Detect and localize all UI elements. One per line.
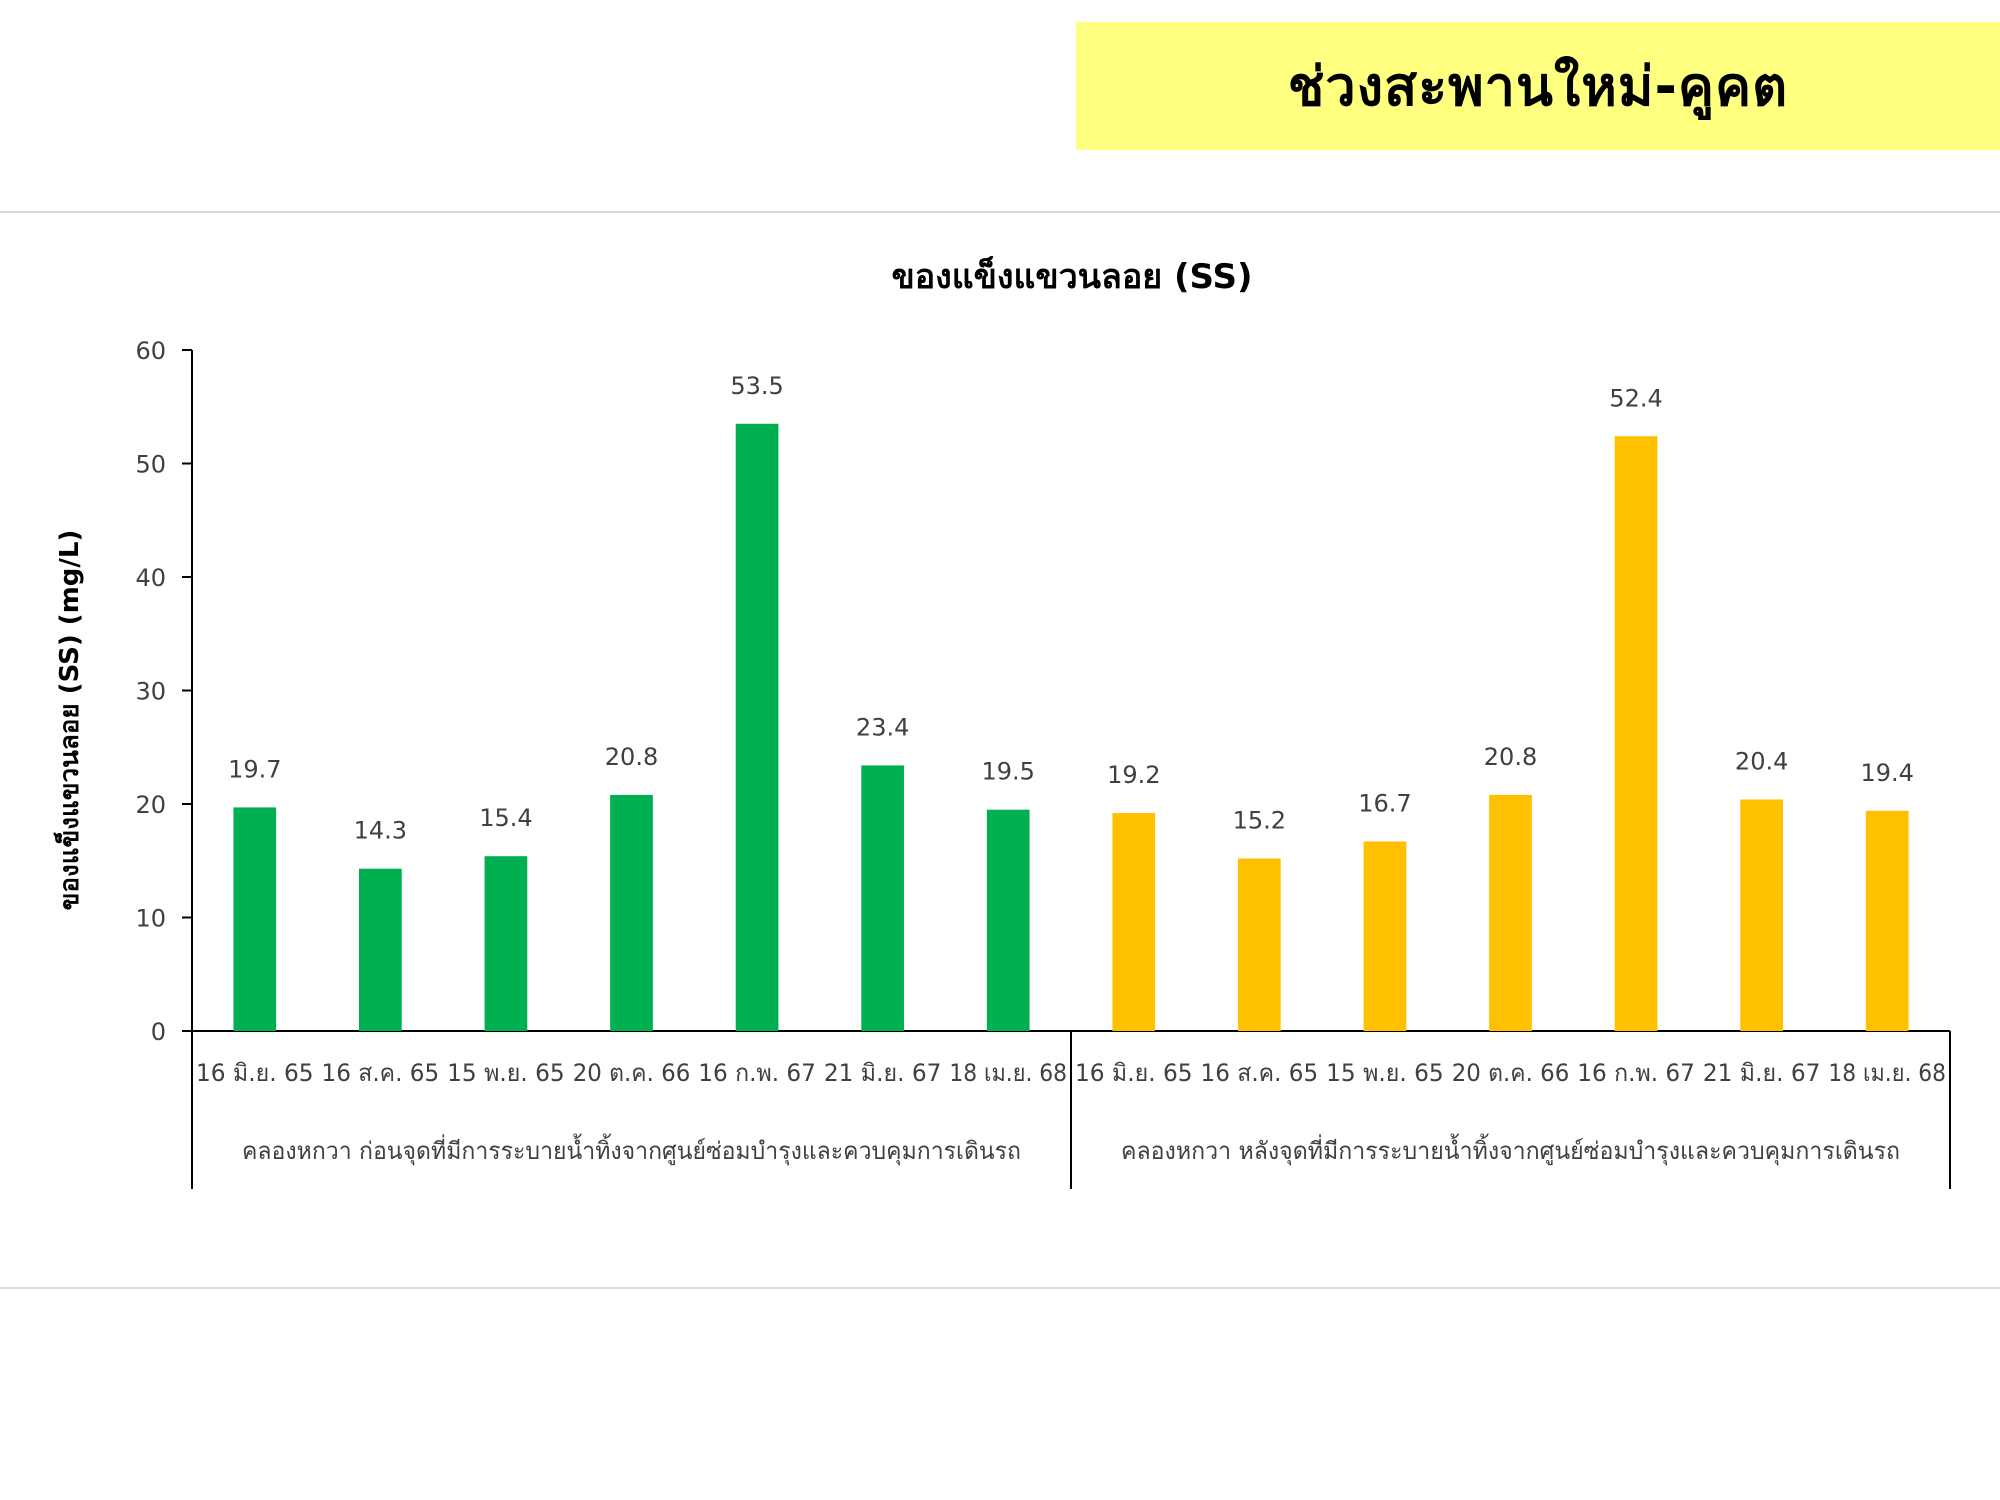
x-group-label: คลองหกวา ก่อนจุดที่มีการระบายน้ำทิ้งจากศ… xyxy=(242,1133,1021,1166)
x-group-label: คลองหกวา หลังจุดที่มีการระบายน้ำทิ้งจากศ… xyxy=(1121,1133,1900,1166)
y-tick-label: 40 xyxy=(135,564,166,592)
y-tick-label: 10 xyxy=(135,905,166,933)
bar xyxy=(861,765,904,1031)
x-category-label: 20 ต.ค. 66 xyxy=(573,1059,691,1087)
x-category-label: 16 มิ.ย. 65 xyxy=(1075,1059,1193,1087)
header-banner: ช่วงสะพานใหม่-คูคต xyxy=(1076,22,2000,150)
data-label: 16.7 xyxy=(1358,789,1411,817)
x-category-label: 20 ต.ค. 66 xyxy=(1452,1059,1570,1087)
chart-frame: ของแข็งแขวนลอย (SS) ของแข็งแขวนลอย (SS) … xyxy=(0,211,2000,1289)
data-label: 19.7 xyxy=(228,755,281,783)
x-category-label: 21 มิ.ย. 67 xyxy=(1703,1059,1821,1087)
data-label: 23.4 xyxy=(856,713,909,741)
bar xyxy=(735,423,779,1031)
x-category-label: 16 ก.พ. 67 xyxy=(698,1059,816,1087)
x-category-label: 16 มิ.ย. 65 xyxy=(196,1059,314,1087)
x-category-label: 16 ก.พ. 67 xyxy=(1577,1059,1695,1087)
plot-area: 0 10 20 30 40 50 60 19.7 16 มิ.ย. 65 14.3 16 ส.ค. … xyxy=(135,337,1951,1189)
x-category-label: 18 เม.ย. 68 xyxy=(1828,1059,1946,1087)
bar xyxy=(1112,813,1156,1031)
bar xyxy=(1865,810,1909,1031)
bar xyxy=(1238,858,1281,1031)
data-label: 15.4 xyxy=(479,804,532,832)
data-label: 20.4 xyxy=(1735,747,1788,775)
x-category-label: 21 มิ.ย. 67 xyxy=(824,1059,942,1087)
y-tick-label: 50 xyxy=(135,451,166,479)
data-label: 19.5 xyxy=(981,758,1034,786)
x-category-label: 16 ส.ค. 65 xyxy=(1201,1059,1319,1087)
bar xyxy=(359,868,402,1031)
y-tick-label: 0 xyxy=(151,1018,166,1046)
data-label: 15.2 xyxy=(1233,806,1286,834)
bar xyxy=(1363,841,1407,1031)
data-label: 19.2 xyxy=(1107,761,1160,789)
data-label: 52.4 xyxy=(1609,384,1662,412)
chart: ของแข็งแขวนลอย (SS) ของแข็งแขวนลอย (SS) … xyxy=(53,255,1951,1189)
page-title: ช่วงสะพานใหม่-คูคต xyxy=(1287,55,1789,118)
y-tick-label: 30 xyxy=(135,678,166,706)
data-label: 53.5 xyxy=(730,372,783,400)
data-label: 14.3 xyxy=(354,817,407,845)
x-category-label: 18 เม.ย. 68 xyxy=(949,1059,1067,1087)
chart-title: ของแข็งแขวนลอย (SS) xyxy=(891,255,1252,297)
bar xyxy=(986,809,1030,1031)
y-tick-label: 60 xyxy=(135,337,166,365)
data-label: 20.8 xyxy=(1484,743,1537,771)
bar xyxy=(484,856,528,1031)
data-label: 19.4 xyxy=(1860,759,1913,787)
y-axis-label: ของแข็งแขวนลอย (SS) (mg/L) xyxy=(53,530,85,911)
data-label: 20.8 xyxy=(605,743,658,771)
x-category-label: 15 พ.ย. 65 xyxy=(1326,1059,1444,1087)
bar xyxy=(233,807,277,1031)
x-category-label: 16 ส.ค. 65 xyxy=(322,1059,440,1087)
y-tick-label: 20 xyxy=(135,791,166,819)
bar xyxy=(1614,436,1658,1031)
bar xyxy=(1489,794,1532,1031)
bar xyxy=(1740,799,1783,1031)
bar xyxy=(610,794,653,1031)
x-category-label: 15 พ.ย. 65 xyxy=(447,1059,565,1087)
